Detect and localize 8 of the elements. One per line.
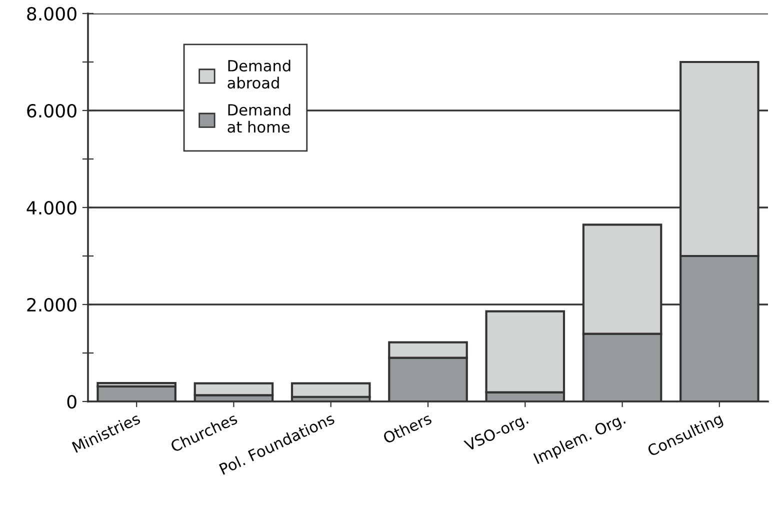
y-tick-label: 0: [67, 394, 76, 409]
legend-label: Demand abroad: [228, 60, 290, 89]
bar: [290, 382, 371, 398]
legend-label: Demand at home: [228, 104, 290, 133]
y-tick-label: 4.000: [26, 200, 76, 215]
y-tick-label: 2.000: [27, 298, 76, 312]
y-tick-label: 8.000: [27, 6, 76, 21]
y-tick-label: 6.000: [27, 104, 76, 118]
